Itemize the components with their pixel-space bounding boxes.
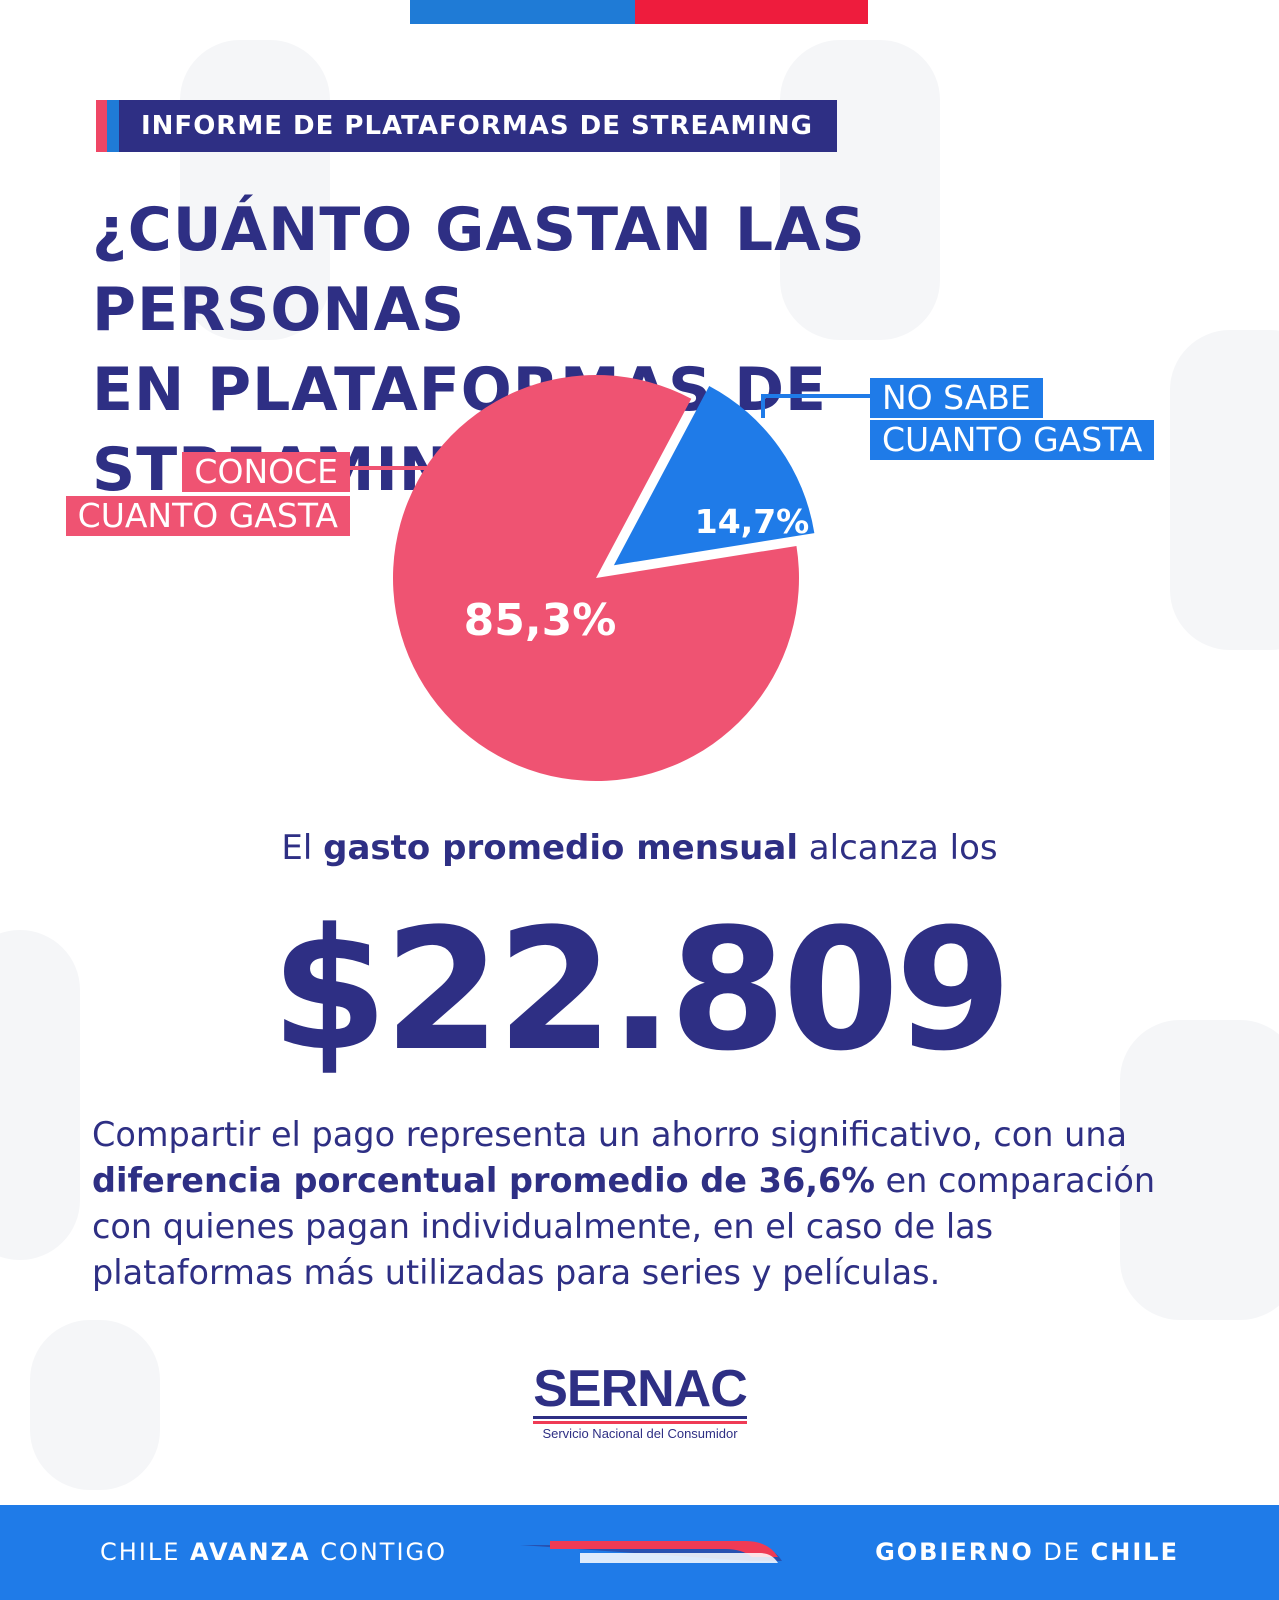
lead-text-post: alcanza los bbox=[797, 828, 998, 868]
kicker-text: INFORME DE PLATAFORMAS DE STREAMING bbox=[119, 100, 838, 152]
kicker-blue-bar bbox=[107, 100, 119, 152]
background-decoration bbox=[180, 40, 330, 340]
label-no-sabe-line2: CUANTO GASTA bbox=[870, 420, 1155, 460]
footer-slogan-a: CHILE bbox=[100, 1538, 191, 1566]
background-decoration bbox=[0, 930, 80, 1260]
flag-blue-band bbox=[410, 0, 635, 24]
footer-government: GOBIERNO DE CHILE bbox=[875, 1505, 1179, 1600]
label-conoce-line2: CUANTO GASTA bbox=[65, 496, 350, 536]
lead-text-bold: gasto promedio mensual bbox=[323, 828, 798, 868]
average-spend-amount: $22.809 bbox=[270, 892, 1012, 1088]
lead-text-pre: El bbox=[281, 828, 324, 868]
background-decoration bbox=[780, 40, 940, 340]
slice-value-label-no-sabe: 14,7% bbox=[695, 502, 810, 541]
leader-line-no-sabe bbox=[761, 394, 870, 418]
flag-stripe bbox=[410, 0, 868, 24]
savings-paragraph: Compartir el pago representa un ahorro s… bbox=[92, 1112, 1202, 1296]
background-decoration bbox=[1170, 330, 1279, 650]
logo-rule-blue bbox=[533, 1416, 747, 1419]
footer-government-b: DE bbox=[1033, 1538, 1091, 1566]
footer-slogan-b: AVANZA bbox=[190, 1538, 311, 1566]
sernac-logo: SERNAC Servicio Nacional del Consumidor bbox=[530, 1362, 750, 1444]
background-decoration bbox=[1120, 1020, 1279, 1320]
kicker-pink-bar bbox=[96, 100, 107, 152]
report-kicker: INFORME DE PLATAFORMAS DE STREAMING bbox=[96, 100, 838, 152]
average-spend-lead: El gasto promedio mensual alcanza los bbox=[0, 828, 1279, 868]
label-conoce-line1: CONOCE bbox=[182, 452, 350, 492]
pie-chart: 85,3% 14,7% bbox=[340, 375, 870, 781]
flag-red-band bbox=[635, 0, 868, 24]
logo-subtitle: Servicio Nacional del Consumidor bbox=[542, 1426, 738, 1441]
pie-slice-conoce bbox=[392, 375, 799, 781]
paragraph-text-2: en comparación con quienes pagan individ… bbox=[92, 1161, 1156, 1292]
pie-slice-no-sabe bbox=[613, 385, 815, 566]
footer-government-a: GOBIERNO bbox=[875, 1538, 1034, 1566]
logo-wordmark: SERNAC bbox=[533, 1360, 748, 1418]
logo-rule-red bbox=[533, 1421, 747, 1424]
background-decoration bbox=[30, 1320, 160, 1490]
footer-government-c: CHILE bbox=[1090, 1538, 1179, 1566]
gobierno-swoosh-icon bbox=[520, 1541, 782, 1563]
title-line-1: ¿CUÁNTO GASTAN LAS PERSONAS bbox=[92, 195, 866, 345]
slice-value-label-conoce: 85,3% bbox=[464, 595, 617, 646]
label-no-sabe-line1: NO SABE bbox=[870, 378, 1043, 418]
paragraph-text-bold: diferencia porcentual promedio de 36,6% bbox=[92, 1161, 875, 1200]
paragraph-text-1: Compartir el pago representa un ahorro s… bbox=[92, 1115, 1128, 1154]
footer-bar: CHILE AVANZA CONTIGO GOBIERNO DE CHILE bbox=[0, 1505, 1279, 1600]
footer-slogan: CHILE AVANZA CONTIGO bbox=[100, 1505, 447, 1600]
footer-slogan-c: CONTIGO bbox=[310, 1538, 448, 1566]
